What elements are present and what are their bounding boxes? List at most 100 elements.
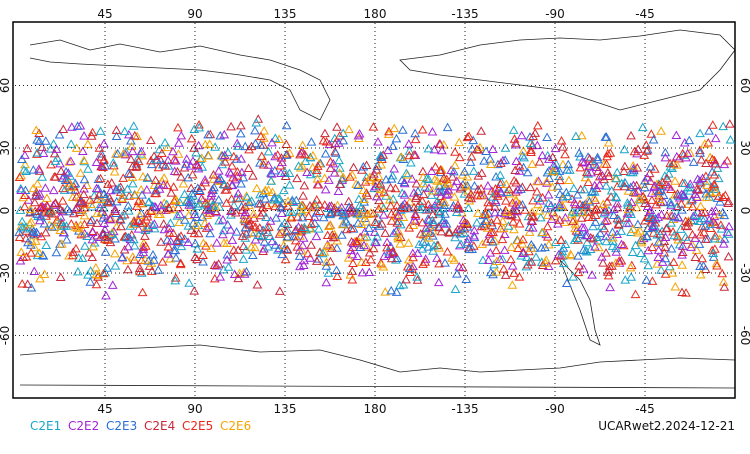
occultation-marker	[648, 223, 658, 232]
occultation-marker	[550, 143, 561, 153]
occultation-marker	[201, 241, 211, 250]
occultation-marker	[346, 203, 357, 212]
occultation-marker	[719, 159, 730, 169]
occultation-marker	[599, 223, 610, 233]
occultation-marker	[306, 240, 317, 249]
occultation-marker	[111, 184, 122, 194]
occultation-marker	[498, 223, 509, 233]
occultation-marker	[601, 159, 612, 168]
occultation-marker	[565, 249, 576, 259]
occultation-marker	[263, 242, 274, 251]
occultation-marker	[40, 227, 51, 237]
occultation-marker	[64, 206, 75, 216]
occultation-marker	[344, 202, 354, 212]
occultation-marker	[560, 149, 570, 159]
occultation-marker	[594, 171, 605, 181]
occultation-marker	[168, 146, 178, 156]
occultation-marker	[87, 127, 98, 137]
occultation-marker	[491, 171, 501, 181]
occultation-marker	[156, 237, 166, 246]
occultation-marker	[715, 197, 725, 206]
occultation-marker	[173, 202, 184, 212]
occultation-marker	[397, 125, 408, 134]
occultation-marker	[450, 160, 460, 170]
occultation-marker	[238, 254, 249, 263]
occultation-marker	[312, 174, 323, 183]
occultation-marker	[462, 171, 473, 181]
occultation-marker	[573, 251, 583, 260]
occultation-marker	[299, 180, 310, 190]
occultation-marker	[666, 218, 676, 227]
occultation-marker	[192, 201, 203, 210]
occultation-marker	[642, 172, 653, 182]
occultation-marker	[454, 152, 465, 162]
occultation-marker	[490, 236, 500, 245]
occultation-marker	[701, 192, 712, 202]
occultation-marker	[435, 165, 446, 174]
occultation-marker	[258, 159, 269, 169]
occultation-marker	[297, 240, 308, 250]
occultation-marker	[593, 166, 603, 175]
occultation-marker	[491, 267, 502, 276]
occultation-marker	[459, 228, 469, 237]
occultation-marker	[297, 146, 307, 155]
occultation-marker	[541, 203, 551, 213]
occultation-marker	[112, 148, 123, 158]
occultation-marker	[32, 135, 42, 144]
occultation-marker	[249, 228, 260, 237]
occultation-marker	[442, 122, 453, 132]
legend-entry: C2E6	[220, 419, 251, 433]
occultation-marker	[654, 190, 665, 200]
occultation-marker	[707, 206, 717, 216]
occultation-marker	[110, 248, 120, 258]
occultation-marker	[377, 219, 387, 228]
occultation-marker	[270, 201, 280, 211]
occultation-marker	[427, 231, 438, 240]
occultation-marker	[637, 235, 647, 245]
occultation-marker	[514, 219, 525, 228]
occultation-marker	[492, 256, 502, 266]
occultation-marker	[18, 252, 29, 262]
occultation-marker	[224, 167, 235, 176]
occultation-marker	[171, 253, 181, 262]
occultation-marker	[694, 216, 705, 225]
occultation-marker	[95, 126, 106, 135]
occultation-marker	[708, 216, 719, 226]
occultation-marker	[688, 157, 699, 166]
occultation-marker	[685, 186, 695, 195]
occultation-marker	[251, 118, 262, 127]
occultation-marker	[197, 212, 208, 221]
occultation-marker	[592, 162, 602, 172]
occultation-marker	[103, 179, 113, 188]
occultation-marker	[426, 166, 437, 175]
occultation-marker	[170, 156, 181, 165]
occultation-marker	[433, 277, 444, 287]
occultation-marker	[620, 161, 630, 171]
occultation-marker	[348, 162, 359, 172]
occultation-marker	[229, 269, 240, 278]
occultation-marker	[682, 221, 693, 231]
occultation-marker	[408, 252, 418, 262]
occultation-marker	[633, 219, 643, 229]
occultation-marker	[348, 258, 358, 267]
occultation-marker	[83, 270, 93, 279]
occultation-marker	[421, 223, 431, 233]
occultation-marker	[467, 143, 477, 153]
occultation-marker	[361, 257, 371, 267]
x-tick-label-bottom: 90	[187, 402, 202, 416]
occultation-marker	[485, 267, 496, 277]
occultation-marker	[188, 156, 198, 165]
occultation-marker	[17, 154, 27, 163]
occultation-marker	[205, 228, 215, 238]
occultation-marker	[404, 146, 415, 155]
occultation-marker	[563, 159, 574, 169]
occultation-marker	[501, 187, 512, 196]
occultation-marker	[373, 204, 384, 213]
occultation-marker	[707, 120, 718, 129]
occultation-marker	[647, 195, 657, 204]
occultation-marker	[495, 186, 506, 196]
occultation-marker	[231, 227, 242, 236]
occultation-marker	[388, 141, 398, 150]
occultation-marker	[26, 282, 37, 292]
occultation-marker	[203, 151, 214, 160]
